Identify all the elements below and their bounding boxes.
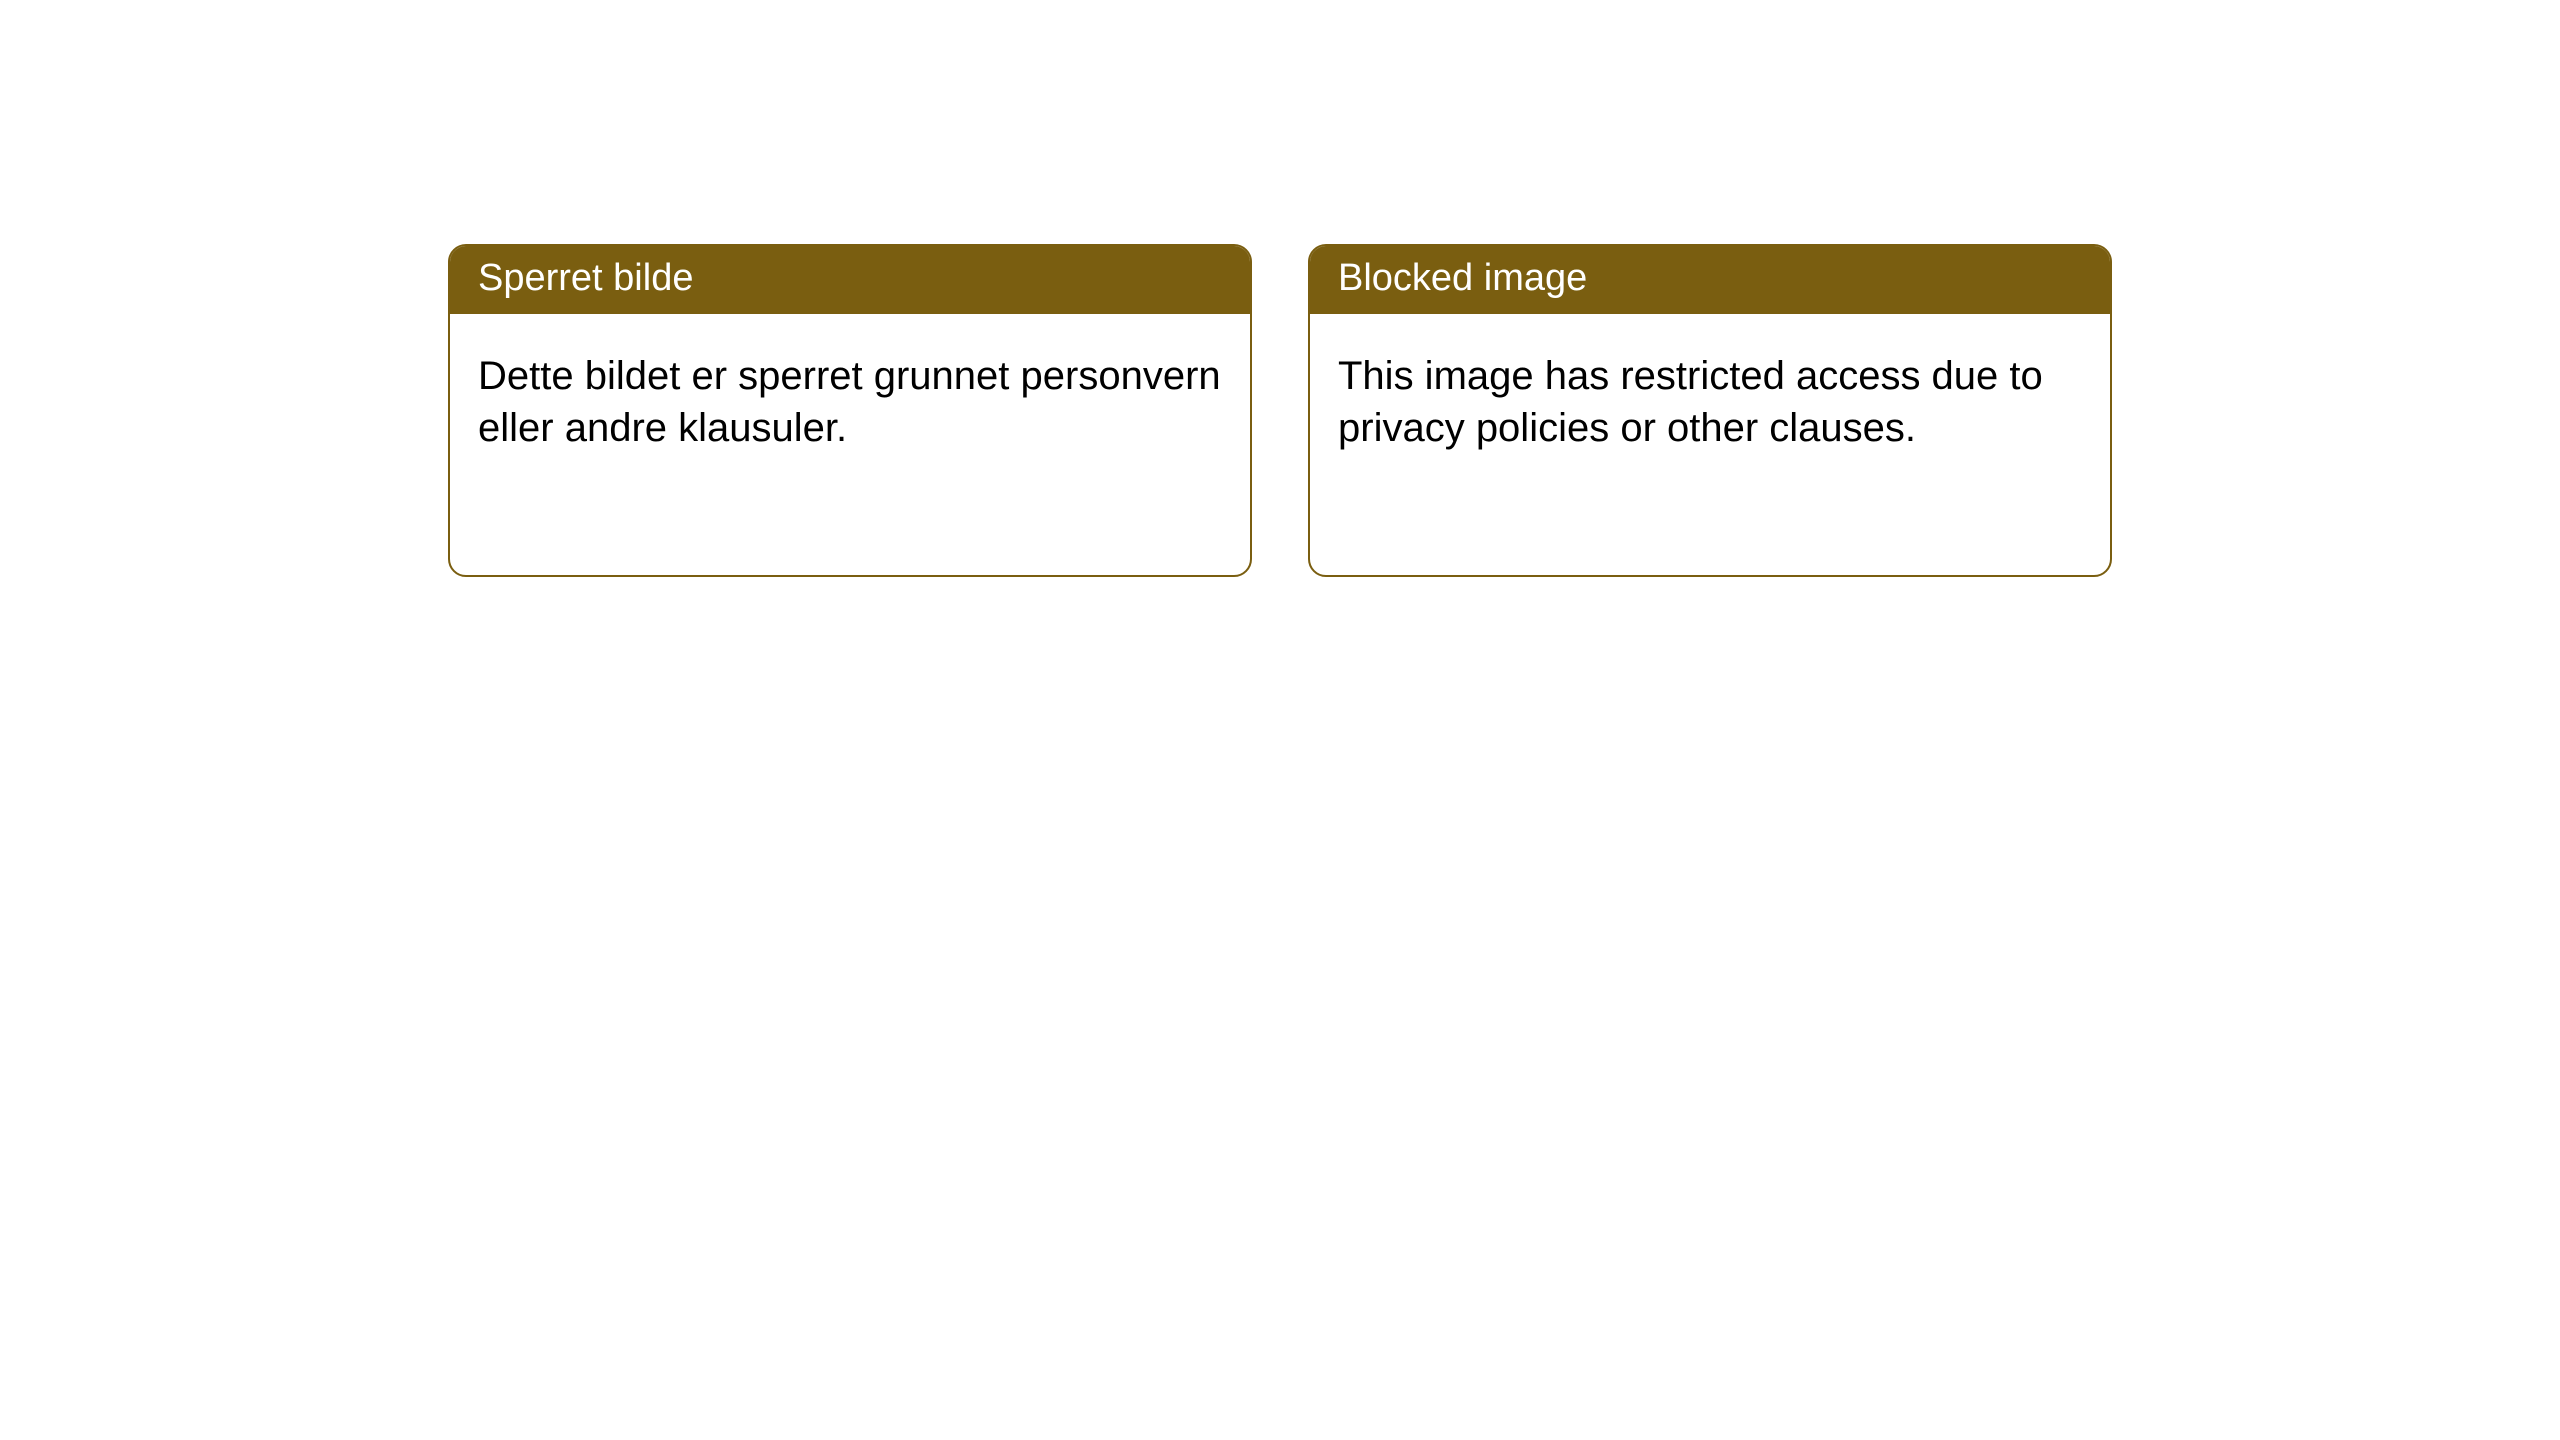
card-message: Dette bildet er sperret grunnet personve… — [478, 354, 1221, 450]
blocked-image-notice-container: Sperret bilde Dette bildet er sperret gr… — [0, 0, 2560, 577]
card-title: Sperret bilde — [478, 257, 693, 299]
card-body: This image has restricted access due to … — [1310, 314, 2110, 482]
card-header: Blocked image — [1310, 246, 2110, 314]
card-title: Blocked image — [1338, 257, 1587, 299]
blocked-image-card-norwegian: Sperret bilde Dette bildet er sperret gr… — [448, 244, 1252, 577]
card-header: Sperret bilde — [450, 246, 1250, 314]
blocked-image-card-english: Blocked image This image has restricted … — [1308, 244, 2112, 577]
card-body: Dette bildet er sperret grunnet personve… — [450, 314, 1250, 482]
card-message: This image has restricted access due to … — [1338, 354, 2043, 450]
